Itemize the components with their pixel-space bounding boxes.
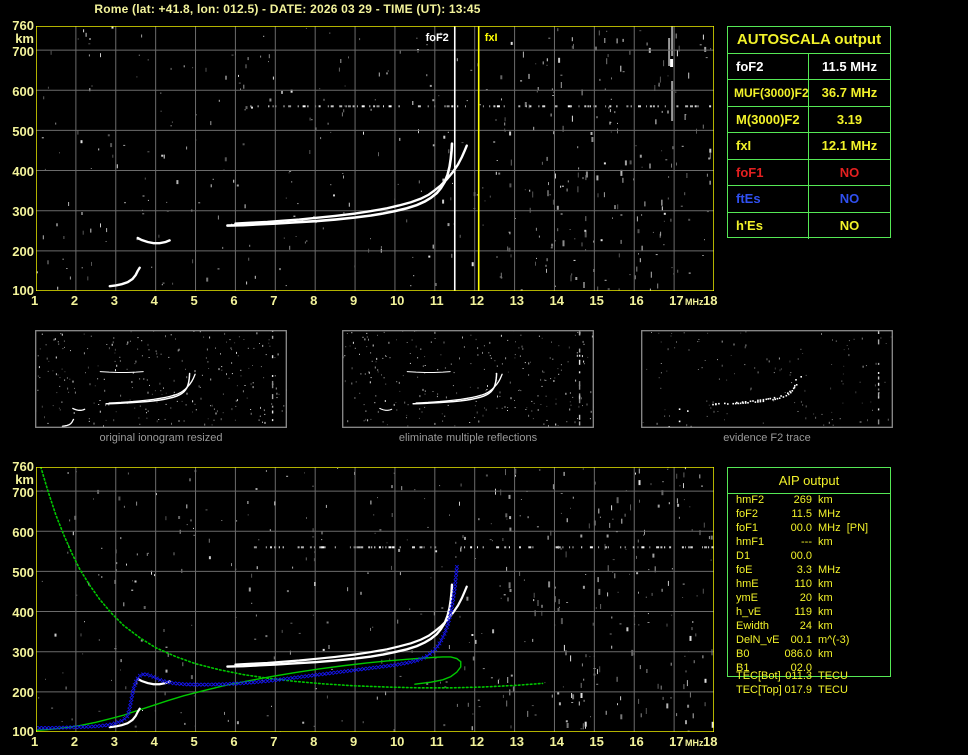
svg-text:fxI: fxI <box>485 32 498 44</box>
svg-text:foF2: foF2 <box>426 32 449 44</box>
